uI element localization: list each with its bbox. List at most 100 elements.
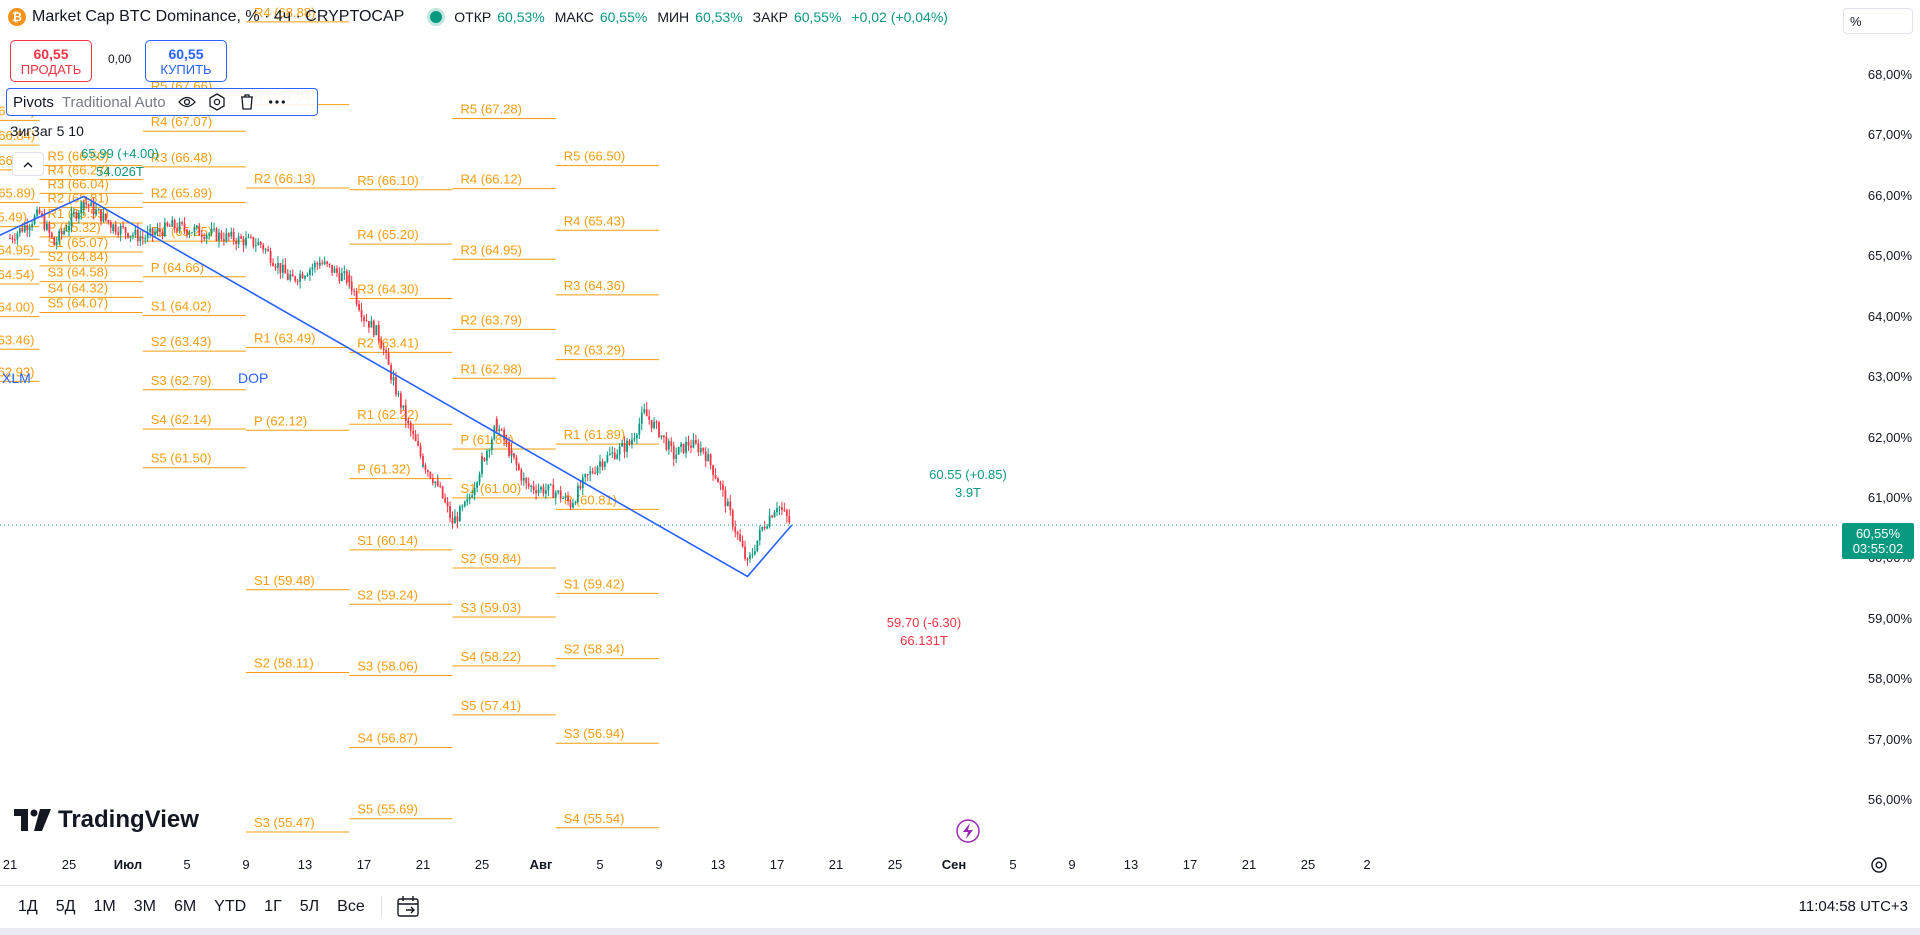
pivot-level-label: S1 (60.14): [357, 533, 418, 548]
candle-body: [208, 233, 211, 236]
time-scale-label: 25: [887, 857, 903, 872]
pivot-level-label: S5 (57.41): [461, 698, 522, 713]
price-chart[interactable]: R4 (67.25)R3 (66.84)R2 (66.43)R1 (65.89)…: [0, 0, 1840, 850]
range-3m[interactable]: 3М: [133, 898, 156, 915]
candle-body: [481, 456, 483, 474]
range-1m[interactable]: 1М: [93, 898, 116, 915]
candle-body: [149, 228, 152, 233]
candle-body: [596, 466, 599, 474]
range-1y[interactable]: 1Г: [264, 898, 282, 915]
pivot-level-label: S3 (64.00): [0, 300, 34, 315]
candle-body: [517, 464, 520, 470]
candle-body: [481, 456, 483, 459]
time-scale[interactable]: 21 25 Июл 5 9 13 17 21 25 Авг 5 9 13 17 21 25 Сен 5 9 13 17 2…: [0, 850, 1920, 880]
candle-body: [36, 209, 38, 216]
candle-body: [648, 416, 651, 420]
candle-body: [16, 233, 19, 240]
candle-body: [665, 436, 668, 450]
time-scale-label: 9: [1068, 857, 1076, 872]
lightning-event-icon[interactable]: [956, 819, 980, 843]
candle-body: [508, 442, 510, 456]
candle-body: [498, 429, 501, 432]
candle-body: [776, 508, 778, 513]
unit-selector[interactable]: %: [1843, 8, 1913, 34]
candle-body: [387, 352, 390, 365]
sell-price: 60,55: [33, 45, 69, 62]
market-status-icon[interactable]: [430, 11, 443, 23]
footer-strip: [0, 928, 1920, 935]
candle-body: [771, 515, 773, 518]
candle-body: [230, 231, 233, 237]
candle-body: [461, 506, 464, 508]
range-ytd[interactable]: YTD: [214, 898, 247, 915]
candle-body: [82, 202, 85, 209]
candle-body: [176, 228, 179, 231]
pivot-level-label: S1 (59.42): [564, 576, 625, 591]
pivot-level-label: R2 (65.89): [151, 185, 212, 200]
candle-body: [412, 430, 415, 435]
candle-body: [279, 263, 282, 273]
candle-body: [439, 485, 442, 487]
candle-body: [623, 443, 626, 452]
clock-timezone[interactable]: 11:04:58 UTC+3: [1798, 898, 1908, 915]
range-5y[interactable]: 5Л: [299, 898, 320, 915]
candle-body: [365, 320, 368, 322]
tradingview-logo[interactable]: TradingView: [14, 806, 199, 834]
candle-body: [670, 441, 673, 447]
candle-body: [242, 238, 245, 246]
pivot-level-label: R2 (66.13): [254, 171, 315, 186]
eye-icon[interactable]: [177, 93, 196, 111]
candle-body: [520, 469, 523, 481]
candle-body: [444, 498, 447, 503]
candle-body: [729, 501, 732, 511]
candle-body: [181, 222, 183, 224]
candle-body: [768, 515, 771, 527]
range-5d[interactable]: 5Д: [55, 898, 76, 915]
candle-body: [763, 526, 766, 529]
candle-body: [397, 393, 400, 395]
sell-button[interactable]: 60,55 ПРОДАТЬ: [10, 40, 92, 82]
pivot-level-label: S4 (64.32): [48, 280, 109, 295]
candle-body: [385, 350, 388, 353]
candle-body: [191, 232, 193, 234]
candle-body: [783, 509, 786, 511]
range-all[interactable]: Все: [337, 898, 365, 915]
price-scale[interactable]: 68,00% 67,00% 66,00% 65,00% 64,00% 63,00% 62,0…: [1840, 0, 1920, 850]
range-6m[interactable]: 6М: [173, 898, 197, 915]
pivot-level-label: S3 (62.79): [151, 373, 212, 388]
range-1d[interactable]: 1Д: [18, 898, 38, 915]
candle-body: [377, 325, 380, 339]
candle-body: [545, 490, 547, 494]
candle-body: [259, 242, 262, 245]
candle-body: [245, 237, 247, 246]
candle-body: [638, 423, 641, 435]
candle-body: [736, 532, 739, 535]
candle-body: [478, 473, 481, 483]
candle-body: [468, 497, 471, 500]
pivot-level-label: R4 (66.12): [461, 172, 522, 187]
candle-body: [564, 496, 567, 499]
more-icon[interactable]: [268, 93, 286, 111]
settings-icon[interactable]: [208, 93, 226, 111]
collapse-indicators-button[interactable]: [12, 152, 44, 176]
symbol-title[interactable]: Market Cap BTC Dominance, % · 4ч · CRYPT…: [32, 8, 405, 25]
candle-body: [222, 239, 225, 242]
zigzag-recent-volume: 3.9T: [955, 485, 981, 500]
trash-icon[interactable]: [238, 93, 256, 111]
goto-date-calendar-icon[interactable]: [396, 895, 422, 919]
candle-body: [205, 235, 208, 239]
pivot-level-label: S5 (64.07): [48, 295, 109, 310]
candle-body: [579, 485, 582, 489]
zigzag-indicator-row[interactable]: ЗигЗаг 5 10: [10, 123, 84, 139]
candle-body: [429, 471, 432, 479]
buy-button[interactable]: 60,55 КУПИТЬ: [145, 40, 227, 82]
candle-body: [473, 487, 476, 496]
pivot-level-label: R1 (65.89): [0, 185, 35, 200]
pivot-level-label: S5 (55.69): [357, 802, 418, 817]
gear-icon[interactable]: [1868, 854, 1890, 876]
candle-body: [633, 438, 636, 440]
candle-body: [156, 228, 159, 233]
pivots-indicator-row[interactable]: Pivots Traditional Auto: [6, 88, 318, 116]
candle-body: [26, 225, 29, 231]
candle-body: [515, 457, 518, 465]
